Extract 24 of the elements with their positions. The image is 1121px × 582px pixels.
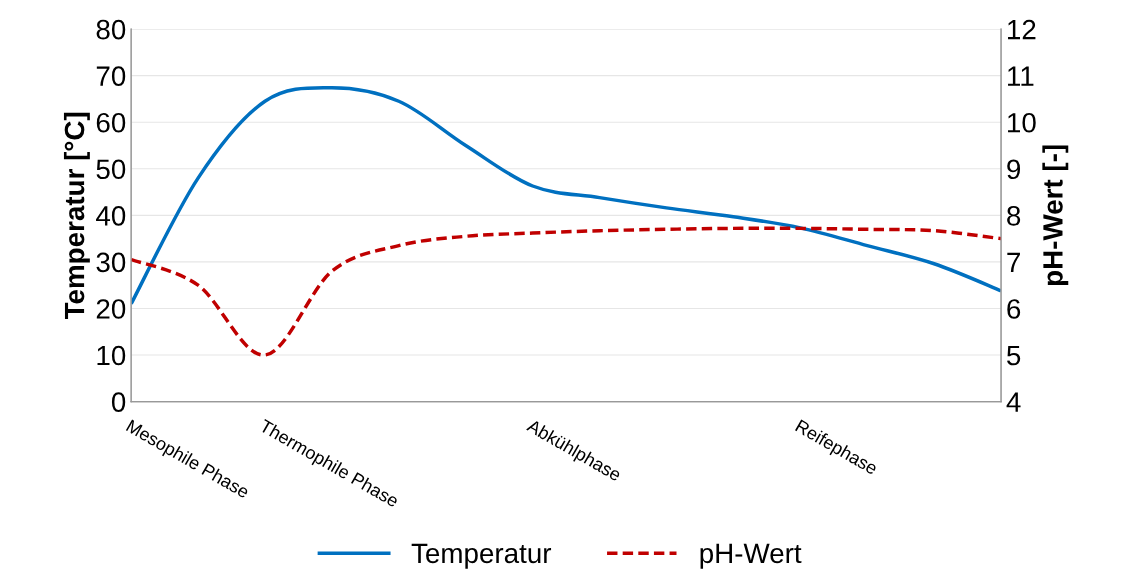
line-series	[131, 85, 1002, 306]
y2-tick-label: 8	[1007, 206, 1021, 226]
y2-axis-title: pH-Wert [-]	[1042, 145, 1069, 285]
y-tick-label: 10	[97, 345, 126, 366]
y-tick-label: 0	[111, 392, 126, 412]
legend-label: Temperatur	[411, 543, 552, 569]
y-tick-label: 30	[96, 252, 126, 273]
legend-label: pH-Wert	[700, 543, 802, 569]
y-tick-label: 50	[96, 159, 126, 180]
y2-tick-label: 4	[1006, 392, 1021, 412]
y2-tick-label: 7	[1007, 252, 1020, 272]
y-axis-title: Temperatur [°C]	[63, 112, 90, 320]
line-series	[131, 226, 1002, 357]
y-tick-label: 70	[96, 66, 126, 86]
y-tick-label: 20	[96, 299, 126, 319]
y2-tick-label: 6	[1007, 299, 1021, 319]
y2-tick-label: 9	[1007, 159, 1021, 180]
y2-tick-label: 10	[1008, 112, 1036, 133]
y-tick-label: 80	[96, 19, 126, 40]
y2-tick-label: 11	[1008, 66, 1034, 86]
y-tick-label: 40	[96, 206, 126, 226]
y2-tick-label: 5	[1007, 345, 1021, 366]
y2-tick-label: 12	[1008, 19, 1036, 40]
y-tick-label: 60	[96, 112, 126, 133]
